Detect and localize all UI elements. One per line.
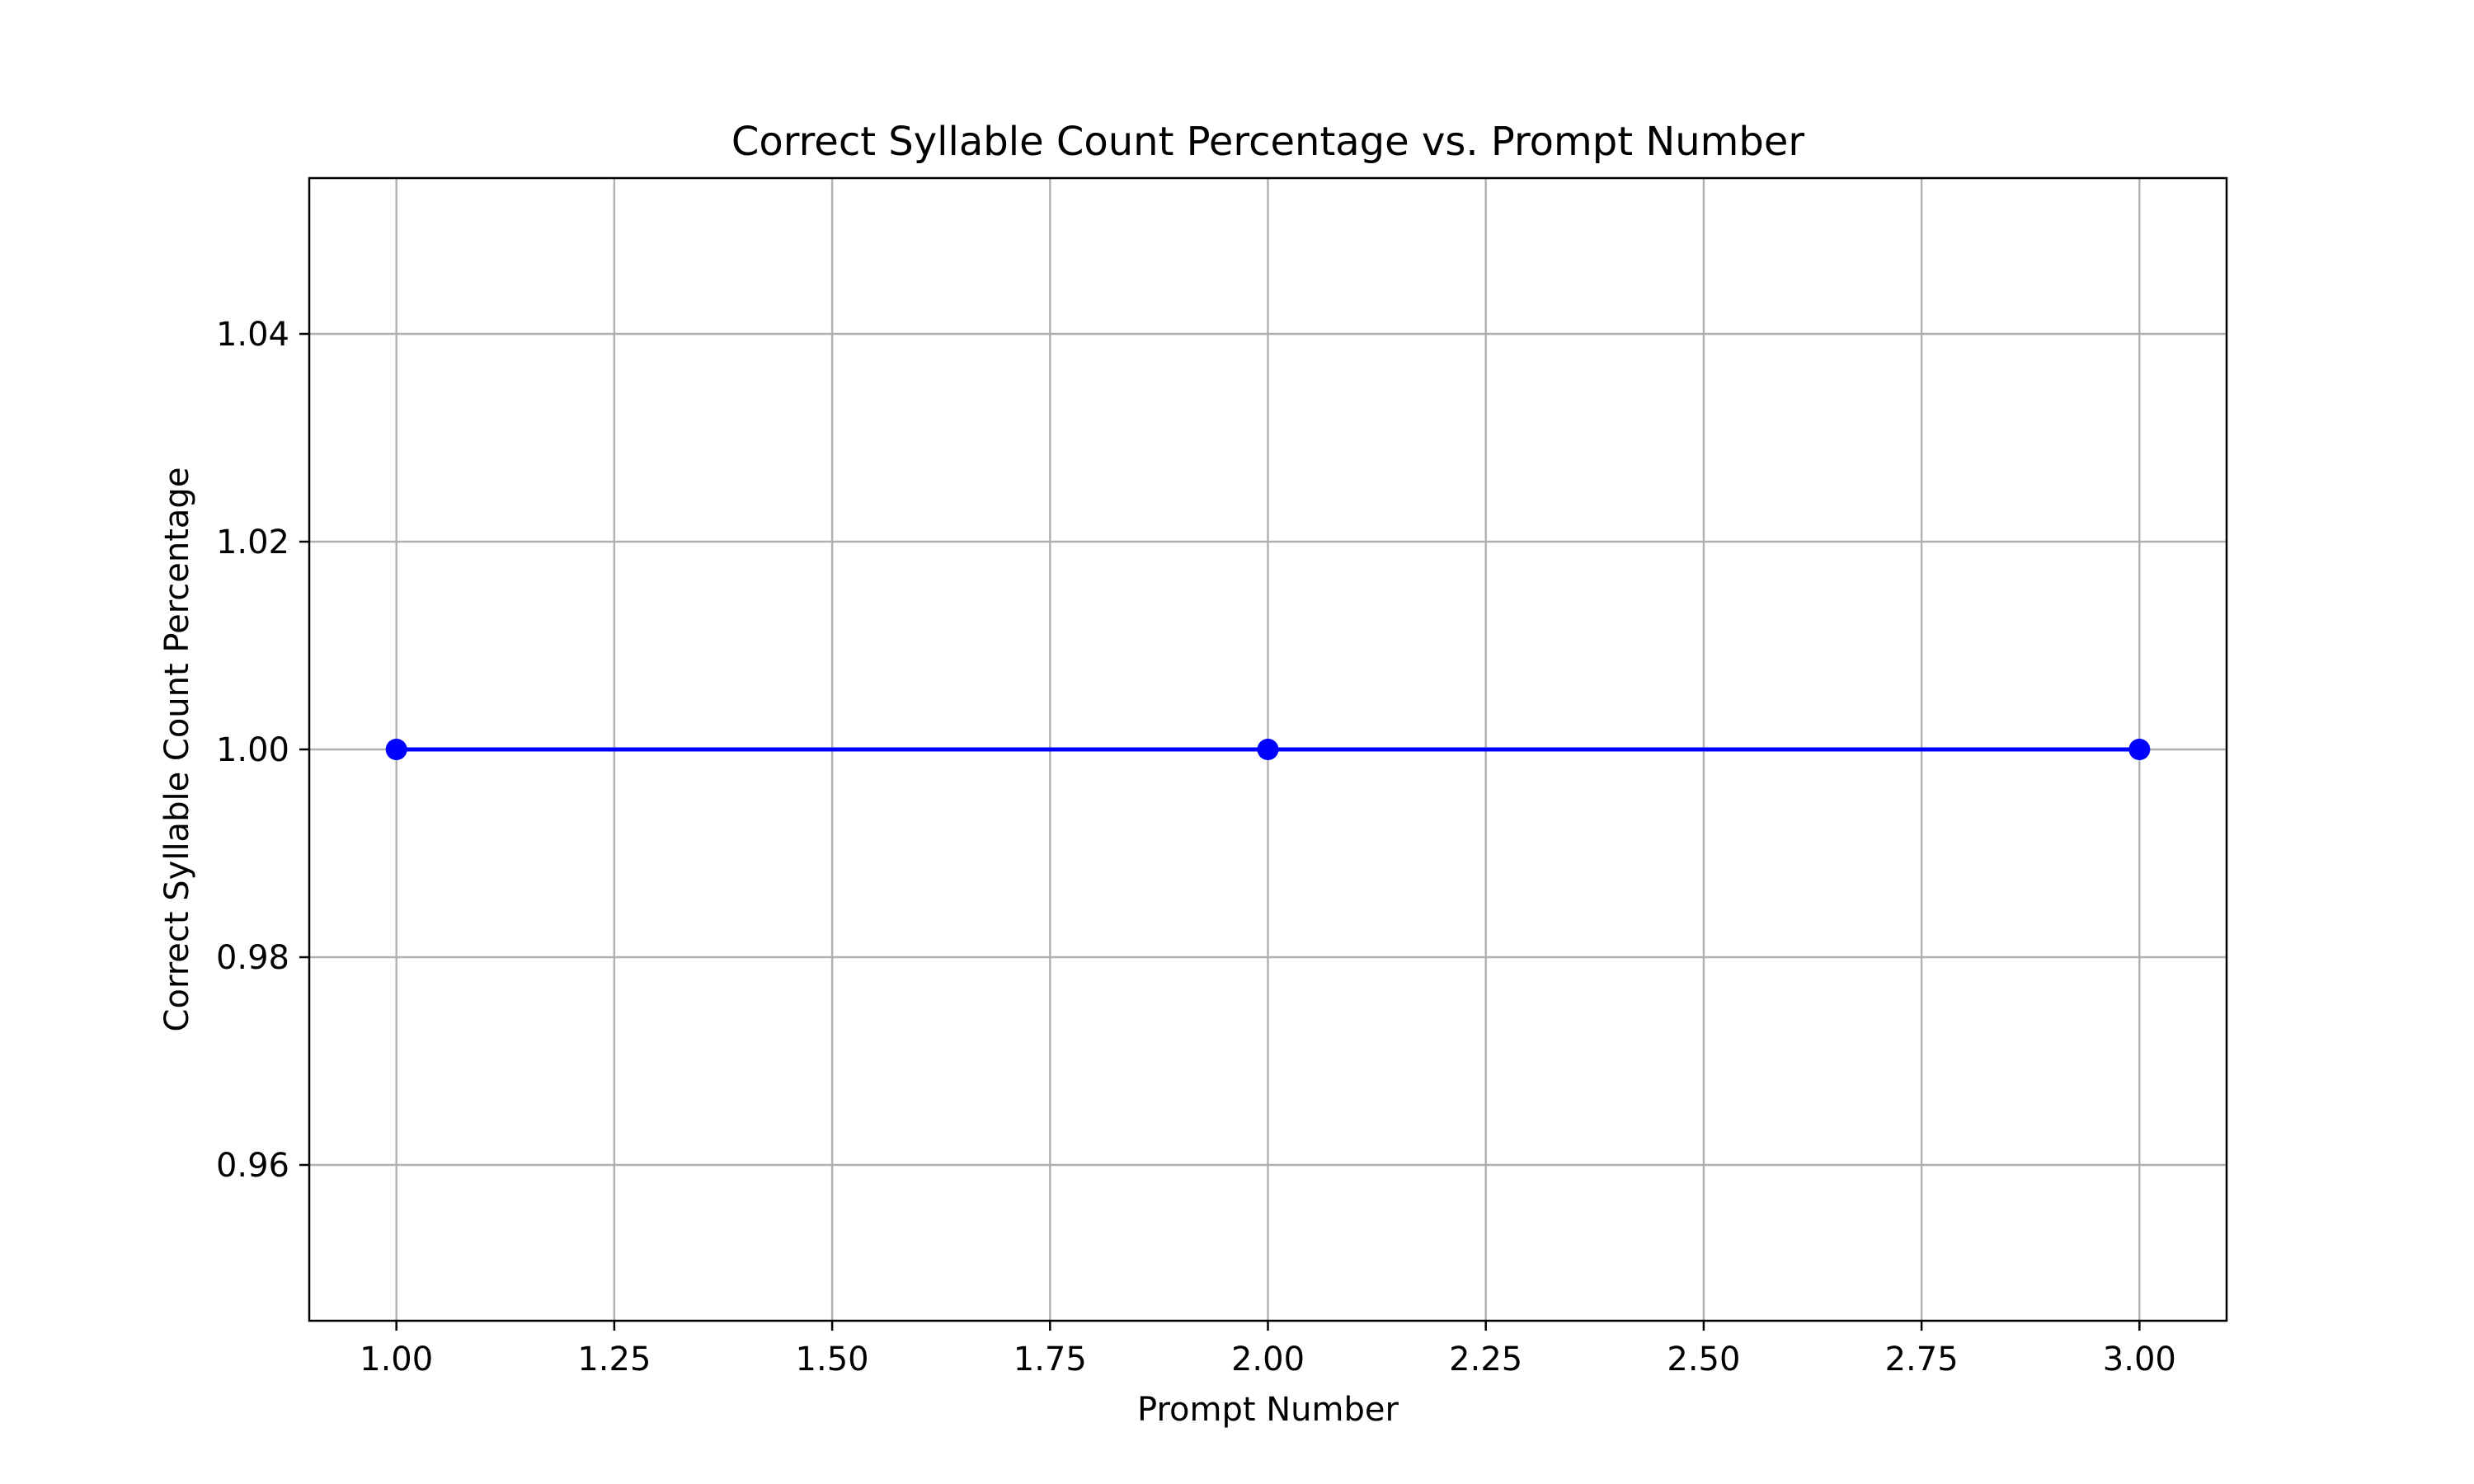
y-axis-label: Correct Syllable Count Percentage	[158, 467, 196, 1032]
x-axis-label: Prompt Number	[1137, 1391, 1399, 1429]
x-tick-label: 3.00	[2103, 1341, 2176, 1378]
x-tick-label: 1.25	[577, 1341, 651, 1378]
x-tick-label: 2.75	[1885, 1341, 1959, 1378]
x-tick-label: 2.50	[1667, 1341, 1740, 1378]
chart-title: Correct Syllable Count Percentage vs. Pr…	[731, 119, 1805, 165]
x-tick-label: 1.75	[1014, 1341, 1087, 1378]
data-point	[1257, 739, 1279, 760]
y-tick-label: 1.00	[216, 731, 289, 769]
x-tick-label: 2.00	[1231, 1341, 1305, 1378]
x-axis-ticks: 1.00 1.25 1.50 1.75 2.00 2.25 2.50 2.75 3.00	[360, 1321, 2176, 1378]
x-tick-label: 2.25	[1449, 1341, 1522, 1378]
y-tick-label: 0.96	[216, 1147, 289, 1185]
series-layer	[385, 739, 2151, 760]
y-tick-label: 1.02	[216, 524, 289, 561]
x-tick-label: 1.50	[796, 1341, 869, 1378]
data-point	[2128, 739, 2151, 760]
data-point	[385, 739, 407, 760]
x-tick-label: 1.00	[360, 1341, 433, 1378]
y-tick-label: 1.04	[216, 316, 289, 354]
y-axis-ticks: 0.96 0.98 1.00 1.02 1.04	[216, 316, 309, 1185]
y-tick-label: 0.98	[216, 939, 289, 977]
